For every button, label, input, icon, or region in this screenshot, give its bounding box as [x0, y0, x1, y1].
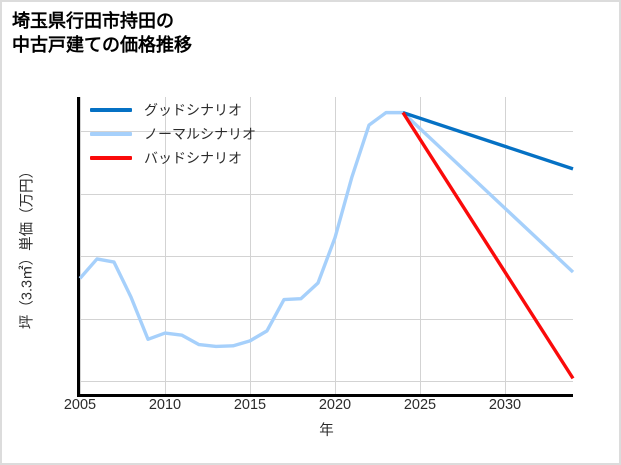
legend-color-swatch: [90, 132, 132, 136]
legend-item-label: ノーマルシナリオ: [144, 126, 256, 142]
gridline-vertical: [335, 97, 336, 394]
legend-item[interactable]: グッドシナリオ: [90, 98, 256, 122]
gridline-horizontal: [80, 193, 573, 195]
series-line: [402, 111, 574, 171]
x-tick-label: 2015: [233, 397, 267, 413]
legend-color-swatch: [90, 108, 132, 112]
gridline-vertical: [250, 97, 251, 394]
legend-item-label: グッドシナリオ: [144, 102, 242, 118]
gridline-horizontal: [80, 131, 573, 133]
gridline-horizontal: [80, 318, 573, 320]
chart-lines: [78, 110, 575, 380]
gridline-vertical: [420, 97, 421, 394]
x-tick-label: 2010: [148, 397, 182, 413]
legend-item[interactable]: ノーマルシナリオ: [90, 122, 256, 146]
chart-legend: グッドシナリオ ノーマルシナリオ バッドシナリオ: [90, 98, 256, 170]
x-tick-label: 2005: [63, 397, 97, 413]
gridline-vertical: [80, 97, 81, 394]
series-line: [401, 111, 575, 380]
x-axis-label: 年: [319, 423, 334, 439]
chart-title: 埼玉県行田市持田の 中古戸建ての価格推移: [12, 11, 192, 55]
legend-color-swatch: [90, 156, 132, 160]
legend-item[interactable]: バッドシナリオ: [90, 146, 256, 170]
x-tick-label: 2020: [318, 397, 352, 413]
gridline-vertical: [165, 97, 166, 394]
x-tick-label: 2025: [403, 397, 437, 413]
series-line: [78, 110, 575, 349]
gridline-horizontal: [80, 381, 573, 383]
gridline-vertical: [505, 97, 506, 394]
legend-item-label: バッドシナリオ: [144, 150, 242, 166]
y-axis-label: 坪（3.3㎡）単価（万円）: [19, 163, 36, 329]
x-tick-label: 2030: [488, 397, 522, 413]
